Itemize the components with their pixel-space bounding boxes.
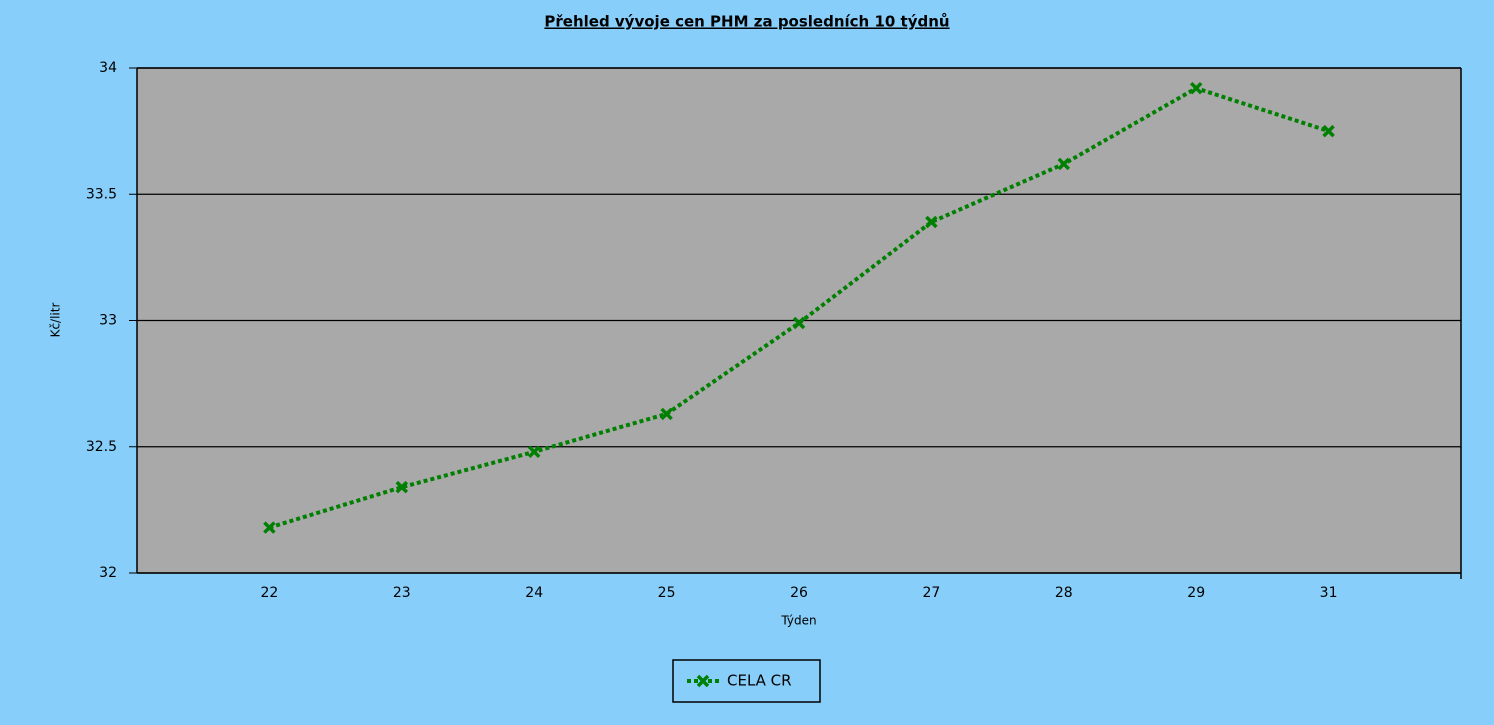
y-tick-label: 34 — [99, 60, 117, 76]
x-tick-label: 26 — [790, 585, 808, 601]
legend-label: CELA CR — [727, 672, 792, 690]
x-tick-label: 23 — [393, 585, 411, 601]
y-axis-label: Kč/litr — [49, 303, 63, 338]
series-line — [268, 86, 1330, 530]
y-tick-label: 33.5 — [86, 186, 117, 202]
data-point — [1322, 124, 1335, 138]
data-point — [792, 316, 806, 330]
data-point — [527, 445, 541, 459]
legend-box — [672, 659, 821, 703]
x-tick-label: 24 — [525, 585, 543, 601]
y-tick-label: 32.5 — [86, 439, 117, 455]
data-point — [660, 407, 673, 421]
x-tick-label: 22 — [260, 585, 278, 601]
y-tick-label: 33 — [99, 313, 117, 329]
y-tick-label: 32 — [99, 565, 117, 581]
chart-title: Přehled vývoje cen PHM za posledních 10 … — [544, 13, 949, 31]
data-point — [1189, 81, 1203, 95]
x-tick-label: 28 — [1055, 585, 1073, 601]
legend-marker — [696, 674, 710, 688]
data-point — [925, 215, 938, 229]
data-point — [263, 521, 276, 534]
x-axis-label: Týden — [780, 614, 816, 628]
x-tick-label: 31 — [1320, 585, 1338, 601]
data-point — [1057, 157, 1071, 171]
x-tick-label: 25 — [658, 585, 676, 601]
x-tick-label: 27 — [922, 585, 940, 601]
x-tick-label: 29 — [1187, 585, 1205, 601]
data-point — [395, 480, 409, 494]
